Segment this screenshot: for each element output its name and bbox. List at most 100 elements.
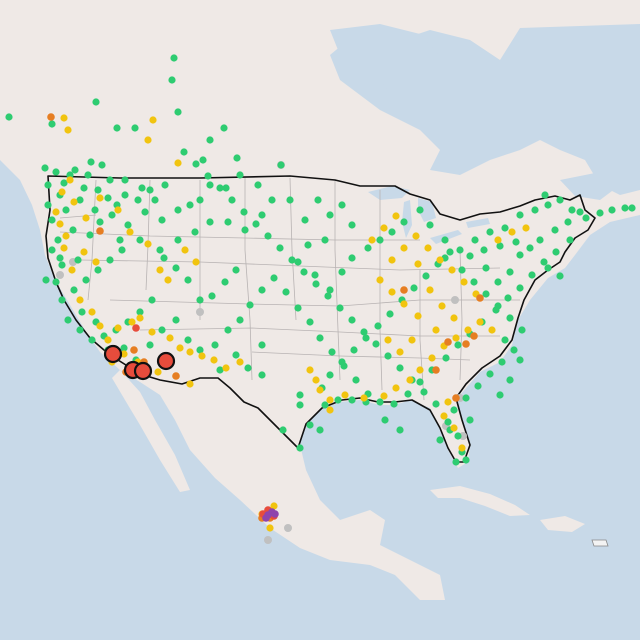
monitor-good[interactable] bbox=[544, 201, 552, 209]
monitor-good[interactable] bbox=[236, 171, 244, 179]
monitor-good[interactable] bbox=[436, 436, 444, 444]
monitor-good[interactable] bbox=[113, 124, 121, 132]
monitor-good[interactable] bbox=[58, 261, 66, 269]
monitor-usg[interactable] bbox=[470, 332, 478, 340]
monitor-good[interactable] bbox=[151, 196, 159, 204]
monitor-good[interactable] bbox=[66, 171, 74, 179]
monitor-moderate[interactable] bbox=[522, 224, 530, 232]
monitor-no-data[interactable] bbox=[451, 296, 459, 304]
monitor-moderate[interactable] bbox=[166, 334, 174, 342]
monitor-good[interactable] bbox=[124, 221, 132, 229]
monitor-good[interactable] bbox=[404, 390, 412, 398]
monitor-good[interactable] bbox=[432, 400, 440, 408]
monitor-good[interactable] bbox=[211, 341, 219, 349]
monitor-good[interactable] bbox=[76, 196, 84, 204]
monitor-good[interactable] bbox=[396, 364, 404, 372]
monitor-good[interactable] bbox=[390, 400, 398, 408]
monitor-moderate[interactable] bbox=[396, 348, 404, 356]
monitor-no-data[interactable] bbox=[56, 271, 64, 279]
monitor-moderate[interactable] bbox=[236, 358, 244, 366]
monitor-moderate[interactable] bbox=[181, 246, 189, 254]
monitor-good[interactable] bbox=[348, 396, 356, 404]
monitor-good[interactable] bbox=[184, 336, 192, 344]
monitor-good[interactable] bbox=[311, 271, 319, 279]
monitor-good[interactable] bbox=[471, 236, 479, 244]
monitor-good[interactable] bbox=[364, 244, 372, 252]
monitor-good[interactable] bbox=[192, 160, 200, 168]
monitor-moderate[interactable] bbox=[126, 228, 134, 236]
monitor-good[interactable] bbox=[528, 271, 536, 279]
monitor-good[interactable] bbox=[138, 184, 146, 192]
monitor-good[interactable] bbox=[191, 228, 199, 236]
monitor-good[interactable] bbox=[552, 248, 560, 256]
monitor-moderate[interactable] bbox=[60, 244, 68, 252]
monitor-good[interactable] bbox=[321, 401, 329, 409]
monitor-good[interactable] bbox=[306, 421, 314, 429]
fire-smoke-marker[interactable] bbox=[156, 351, 176, 371]
fire-smoke-marker[interactable] bbox=[103, 344, 123, 364]
monitor-moderate[interactable] bbox=[58, 188, 66, 196]
monitor-good[interactable] bbox=[286, 196, 294, 204]
monitor-good[interactable] bbox=[386, 310, 394, 318]
monitor-good[interactable] bbox=[204, 172, 212, 180]
monitor-good[interactable] bbox=[106, 176, 114, 184]
monitor-good[interactable] bbox=[454, 341, 462, 349]
monitor-good[interactable] bbox=[482, 290, 490, 298]
monitor-good[interactable] bbox=[258, 341, 266, 349]
monitor-good[interactable] bbox=[494, 278, 502, 286]
monitor-moderate[interactable] bbox=[444, 398, 452, 406]
monitor-moderate[interactable] bbox=[450, 424, 458, 432]
monitor-good[interactable] bbox=[48, 246, 56, 254]
monitor-good[interactable] bbox=[452, 458, 460, 466]
monitor-good[interactable] bbox=[206, 136, 214, 144]
monitor-good[interactable] bbox=[221, 278, 229, 286]
monitor-good[interactable] bbox=[416, 378, 424, 386]
monitor-moderate[interactable] bbox=[400, 300, 408, 308]
monitor-good[interactable] bbox=[501, 224, 509, 232]
fire-smoke-marker[interactable] bbox=[133, 361, 153, 381]
monitor-good[interactable] bbox=[456, 246, 464, 254]
monitor-good[interactable] bbox=[196, 346, 204, 354]
monitor-good[interactable] bbox=[352, 376, 360, 384]
monitor-moderate[interactable] bbox=[164, 276, 172, 284]
monitor-good[interactable] bbox=[544, 264, 552, 272]
monitor-good[interactable] bbox=[170, 54, 178, 62]
monitor-good[interactable] bbox=[104, 194, 112, 202]
monitor-good[interactable] bbox=[196, 196, 204, 204]
monitor-good[interactable] bbox=[118, 246, 126, 254]
monitor-moderate[interactable] bbox=[476, 318, 484, 326]
monitor-moderate[interactable] bbox=[270, 502, 278, 510]
monitor-moderate[interactable] bbox=[440, 412, 448, 420]
monitor-good[interactable] bbox=[496, 391, 504, 399]
monitor-good[interactable] bbox=[396, 426, 404, 434]
monitor-good[interactable] bbox=[184, 276, 192, 284]
monitor-good[interactable] bbox=[136, 236, 144, 244]
monitor-good[interactable] bbox=[582, 214, 590, 222]
monitor-good[interactable] bbox=[556, 196, 564, 204]
monitor-good[interactable] bbox=[87, 158, 95, 166]
monitor-good[interactable] bbox=[80, 184, 88, 192]
monitor-moderate[interactable] bbox=[68, 266, 76, 274]
monitor-good[interactable] bbox=[94, 266, 102, 274]
monitor-good[interactable] bbox=[91, 206, 99, 214]
monitor-good[interactable] bbox=[172, 316, 180, 324]
monitor-good[interactable] bbox=[206, 218, 214, 226]
monitor-good[interactable] bbox=[608, 206, 616, 214]
monitor-good[interactable] bbox=[516, 356, 524, 364]
monitor-good[interactable] bbox=[348, 254, 356, 262]
monitor-usg[interactable] bbox=[462, 340, 470, 348]
monitor-good[interactable] bbox=[222, 184, 230, 192]
monitor-moderate[interactable] bbox=[432, 326, 440, 334]
monitor-moderate[interactable] bbox=[388, 288, 396, 296]
monitor-good[interactable] bbox=[306, 318, 314, 326]
monitor-good[interactable] bbox=[348, 221, 356, 229]
monitor-good[interactable] bbox=[576, 208, 584, 216]
monitor-good[interactable] bbox=[516, 211, 524, 219]
monitor-good[interactable] bbox=[232, 266, 240, 274]
monitor-good[interactable] bbox=[94, 186, 102, 194]
monitor-good[interactable] bbox=[506, 376, 514, 384]
monitor-moderate[interactable] bbox=[406, 376, 414, 384]
monitor-good[interactable] bbox=[228, 196, 236, 204]
monitor-moderate[interactable] bbox=[494, 236, 502, 244]
monitor-good[interactable] bbox=[462, 394, 470, 402]
